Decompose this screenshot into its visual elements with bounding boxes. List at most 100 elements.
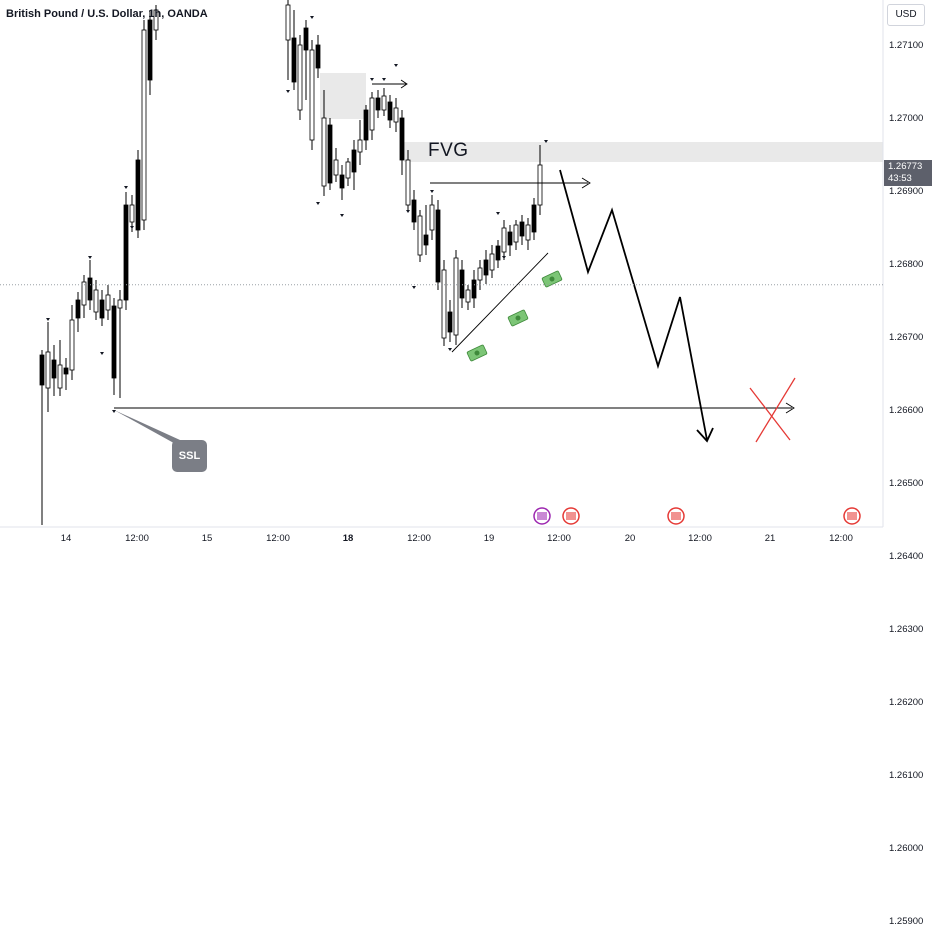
time-tick-label: 12:00 xyxy=(266,533,290,544)
price-tick-label: 1.26500 xyxy=(889,478,924,489)
signal-marker xyxy=(370,78,374,81)
trendline[interactable] xyxy=(451,252,549,353)
signal-marker xyxy=(382,78,386,81)
candle xyxy=(369,92,375,140)
candle xyxy=(429,195,435,240)
candle xyxy=(147,10,153,95)
time-tick-label: 12:00 xyxy=(547,533,571,544)
signal-marker xyxy=(544,140,548,143)
signal-marker xyxy=(340,214,344,217)
time-tick-label: 12:00 xyxy=(407,533,431,544)
fvg-zone[interactable] xyxy=(404,142,883,162)
candle xyxy=(303,20,309,100)
candle xyxy=(117,290,123,398)
price-tick-label: 1.26700 xyxy=(889,332,924,343)
candle xyxy=(45,322,51,412)
money-icon xyxy=(507,309,529,327)
candle xyxy=(123,192,129,310)
candle xyxy=(141,20,147,230)
candle xyxy=(129,195,135,232)
candle xyxy=(399,110,405,175)
candle xyxy=(495,240,501,268)
price-chart[interactable] xyxy=(0,0,932,550)
signal-marker xyxy=(502,256,506,259)
signal-marker xyxy=(496,212,500,215)
candle xyxy=(459,260,465,308)
candle xyxy=(393,98,399,132)
fvg-ray-arrow xyxy=(581,177,591,189)
price-tick-label: 1.26000 xyxy=(889,843,924,854)
candle xyxy=(105,285,111,320)
time-tick-label: 21 xyxy=(764,533,776,544)
price-tick-label: 1.26800 xyxy=(889,259,924,270)
time-tick-label: 19 xyxy=(483,533,495,544)
candle xyxy=(291,10,297,90)
signal-marker xyxy=(130,226,134,229)
price-tick-label: 1.26200 xyxy=(889,697,924,708)
projection-arrow-head xyxy=(696,427,714,443)
signal-marker xyxy=(412,286,416,289)
candle xyxy=(63,358,69,390)
candle xyxy=(93,280,99,320)
signal-marker xyxy=(448,348,452,351)
candle xyxy=(111,298,117,395)
candle xyxy=(153,5,159,40)
price-tick-label: 1.26300 xyxy=(889,624,924,635)
candle xyxy=(417,210,423,262)
candle xyxy=(465,285,471,310)
time-tick-label: 14 xyxy=(60,533,72,544)
candle xyxy=(357,120,363,165)
candle xyxy=(333,148,339,182)
candle xyxy=(351,140,357,190)
candle xyxy=(69,305,75,380)
candle xyxy=(345,158,351,186)
economic-event-icon[interactable] xyxy=(562,507,580,525)
economic-event-icon[interactable] xyxy=(533,507,551,525)
candle xyxy=(423,205,429,255)
price-tick-label: 1.27000 xyxy=(889,113,924,124)
price-tick-label: 1.26100 xyxy=(889,770,924,781)
candle xyxy=(411,190,417,230)
bar-countdown: 43:53 xyxy=(888,173,912,184)
ssl-callout-pointer xyxy=(114,410,190,452)
cross-mark xyxy=(749,387,791,441)
signal-marker xyxy=(430,190,434,193)
economic-event-icon[interactable] xyxy=(843,507,861,525)
candle xyxy=(51,345,57,396)
candle xyxy=(381,88,387,116)
money-icon xyxy=(466,344,488,362)
candle xyxy=(99,290,105,326)
candle xyxy=(525,218,531,250)
candle xyxy=(453,250,459,345)
candle xyxy=(531,198,537,240)
candle xyxy=(375,90,381,118)
order-block-zone[interactable] xyxy=(320,73,366,119)
signal-marker xyxy=(112,410,116,413)
economic-event-icon[interactable] xyxy=(667,507,685,525)
currency-button[interactable]: USD xyxy=(887,4,925,26)
last-price-tag: 1.26773 43:53 xyxy=(884,160,932,186)
signal-marker xyxy=(88,256,92,259)
ssl-arrow-head xyxy=(785,402,795,414)
time-tick-label: 12:00 xyxy=(829,533,853,544)
time-tick-label: 15 xyxy=(201,533,213,544)
signal-marker xyxy=(406,210,410,213)
candle xyxy=(297,35,303,120)
candle xyxy=(57,340,63,396)
candle xyxy=(405,150,411,212)
chart-title: British Pound / U.S. Dollar, 1h, OANDA xyxy=(6,8,208,20)
candle xyxy=(309,40,315,150)
time-tick-label: 20 xyxy=(624,533,636,544)
projection-path[interactable] xyxy=(559,169,708,441)
candle xyxy=(75,292,81,332)
fvg-label: FVG xyxy=(428,140,469,161)
price-tick-label: 1.27100 xyxy=(889,40,924,51)
cross-mark xyxy=(755,377,796,443)
price-tick-label: 1.26600 xyxy=(889,405,924,416)
signal-marker xyxy=(316,202,320,205)
ssl-callout: SSL xyxy=(172,440,207,472)
candle xyxy=(483,250,489,284)
signal-marker xyxy=(124,186,128,189)
candle xyxy=(471,270,477,308)
candle xyxy=(315,35,321,78)
